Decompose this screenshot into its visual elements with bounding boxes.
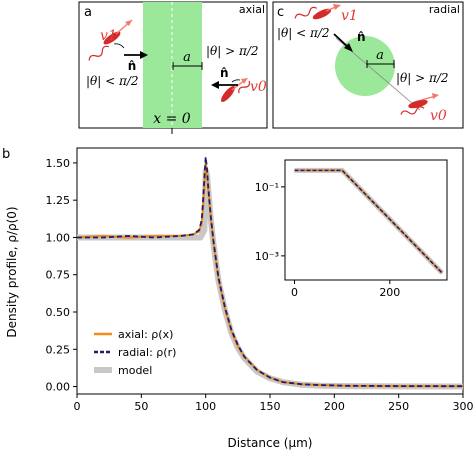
radial-zone xyxy=(335,36,395,96)
inset-series-radial xyxy=(294,169,443,274)
panel-c-title: radial xyxy=(429,3,460,16)
x-zero-label: x = 0 xyxy=(153,111,191,127)
x-tick-label: 300 xyxy=(453,400,474,413)
v0-label-c: v0 xyxy=(430,108,447,124)
series-radial xyxy=(77,156,464,388)
inset-x-tick-label: 200 xyxy=(379,286,400,299)
x-tick-label: 150 xyxy=(260,400,281,413)
x-tick-label: 250 xyxy=(388,400,409,413)
inset-x-tick-label: 0 xyxy=(291,286,298,299)
cond-left-a: |θ| < π/2 xyxy=(86,74,139,88)
inset-chart: 0 200 10⁻¹ 10⁻³ xyxy=(255,159,448,299)
v1-label-a: v1 xyxy=(100,28,117,44)
panel-c-letter: c xyxy=(277,5,284,20)
x-tick-label: 0 xyxy=(74,400,81,413)
bacterium-bottom xyxy=(400,93,439,115)
main-x-ticks: 0 50 100 150 200 250 300 xyxy=(74,394,474,413)
x-axis-label: Distance (μm) xyxy=(228,436,313,450)
bacterium-top xyxy=(294,4,341,20)
main-chart: 0 50 100 150 200 250 300 0.00 0.25 0.50 0.75 1.00 1… xyxy=(46,147,474,413)
panel-a: a axial x = 0 a v1 n̂ |θ| < π/2 v0 xyxy=(78,1,268,134)
legend-label-radial: radial: ρ(r) xyxy=(118,346,176,359)
inset-x-ticks: 0 200 xyxy=(291,280,400,299)
y-tick-label: 0.75 xyxy=(46,269,71,282)
panel-c: c radial a v1 n̂ |θ| < π/2 |θ| > π/2 v0 xyxy=(272,1,464,129)
x-tick-label: 100 xyxy=(195,400,216,413)
y-tick-label: 1.00 xyxy=(46,231,71,244)
cond-right-a: |θ| > π/2 xyxy=(206,44,259,58)
inset-y-tick-label: 10⁻¹ xyxy=(255,181,279,194)
legend: axial: ρ(x) radial: ρ(r) model xyxy=(94,328,176,377)
legend-label-axial: axial: ρ(x) xyxy=(118,328,173,341)
n-hat-left: n̂ xyxy=(128,59,137,73)
v1-label-c: v1 xyxy=(341,8,358,24)
y-tick-label: 0.25 xyxy=(46,343,71,356)
y-axis-label: Density profile, ρ/ρ(0) xyxy=(5,206,19,337)
legend-label-model: model xyxy=(118,364,152,377)
a-label: a xyxy=(183,50,191,65)
panel-a-title: axial xyxy=(239,3,265,16)
cond-right-c: |θ| > π/2 xyxy=(396,71,449,85)
y-tick-label: 0.00 xyxy=(46,381,71,394)
n-hat-right: n̂ xyxy=(220,66,229,80)
inset-y-tick-label: 10⁻³ xyxy=(255,250,279,263)
y-tick-label: 1.50 xyxy=(46,157,71,170)
panel-a-letter: a xyxy=(84,5,92,20)
a-label-c: a xyxy=(376,48,384,63)
panel-b-letter: b xyxy=(2,147,10,162)
inset-series-group xyxy=(294,167,444,275)
inset-y-ticks: 10⁻¹ 10⁻³ xyxy=(255,181,285,263)
x-tick-label: 50 xyxy=(134,400,148,413)
x-tick-label: 200 xyxy=(324,400,345,413)
y-tick-label: 0.50 xyxy=(46,306,71,319)
n-hat-c: n̂ xyxy=(357,30,366,44)
bacterium-left xyxy=(88,19,133,61)
cond-left-c: |θ| < π/2 xyxy=(277,26,330,40)
v0-label-a: v0 xyxy=(250,79,267,95)
y-tick-label: 1.25 xyxy=(46,194,71,207)
main-y-ticks: 0.00 0.25 0.50 0.75 1.00 1.25 1.50 xyxy=(46,157,77,394)
main-series-group xyxy=(76,156,464,390)
inset-plot-frame xyxy=(284,159,448,281)
bacterium-right xyxy=(221,78,251,102)
